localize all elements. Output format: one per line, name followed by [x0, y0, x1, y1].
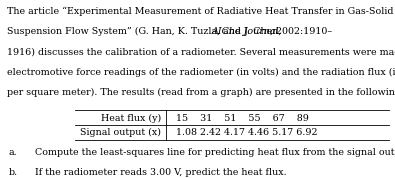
Text: 15    31    51    55    67    89: 15 31 51 55 67 89	[176, 114, 308, 123]
Text: Suspension Flow System” (G. Han, K. Tuzla, and J. Chen,: Suspension Flow System” (G. Han, K. Tuzl…	[7, 27, 284, 36]
Text: Signal output (x): Signal output (x)	[80, 128, 161, 137]
Text: Heat flux (y): Heat flux (y)	[101, 114, 161, 123]
Text: Compute the least-squares line for predicting heat flux from the signal output.: Compute the least-squares line for predi…	[35, 148, 395, 157]
Text: AIChe Journal: AIChe Journal	[211, 27, 279, 36]
Text: 1.08 2.42 4.17 4.46 5.17 6.92: 1.08 2.42 4.17 4.46 5.17 6.92	[176, 128, 317, 137]
Text: a.: a.	[9, 148, 17, 157]
Text: , 2002:1910–: , 2002:1910–	[270, 27, 332, 36]
Text: The article “Experimental Measurement of Radiative Heat Transfer in Gas-Solid: The article “Experimental Measurement of…	[7, 6, 393, 15]
Text: If the radiometer reads 3.00 V, predict the heat flux.: If the radiometer reads 3.00 V, predict …	[35, 168, 286, 177]
Text: 1916) discusses the calibration of a radiometer. Several measurements were made : 1916) discusses the calibration of a rad…	[7, 47, 395, 56]
Text: per square meter). The results (read from a graph) are presented in the followin: per square meter). The results (read fro…	[7, 88, 395, 97]
Text: electromotive force readings of the radiometer (in volts) and the radiation flux: electromotive force readings of the radi…	[7, 68, 395, 77]
Text: b.: b.	[9, 168, 18, 177]
